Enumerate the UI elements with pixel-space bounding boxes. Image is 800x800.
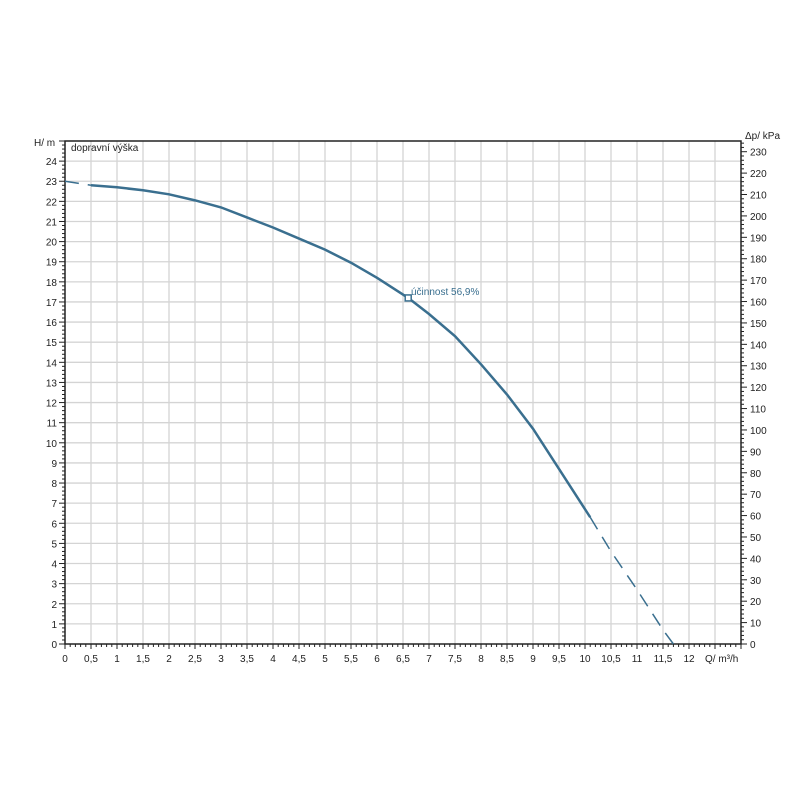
- y2-tick-label: 170: [750, 276, 767, 287]
- x-tick-label: 7,5: [448, 654, 462, 665]
- x-tick-label: 6: [374, 654, 380, 665]
- y2-tick-label: 110: [750, 405, 766, 416]
- x-tick-label: 4,5: [292, 654, 306, 665]
- x-tick-label: 9,5: [552, 654, 566, 665]
- y-tick-label: 14: [46, 358, 58, 369]
- y-tick-label: 17: [46, 298, 58, 309]
- x-tick-label: 8: [478, 654, 484, 665]
- y-axis-label: H/ m: [34, 138, 55, 149]
- y-tick-label: 23: [46, 177, 58, 188]
- y2-tick-label: 0: [750, 640, 756, 651]
- y-tick-label: 9: [51, 459, 57, 470]
- curve-extrapolated-start: [64, 180, 92, 187]
- x-tick-label: 2,5: [188, 654, 202, 665]
- y2-axis-label: Δp/ kPa: [745, 131, 780, 142]
- x-tick-label: 1,5: [136, 654, 150, 665]
- y-tick-label: 10: [46, 439, 58, 450]
- axes: 0 0,5 1 1,5 2 2,5 3 3,5 4 4,5 5 5,5 6 6,5 7 7,5 8 8,5 9 9,5…: [46, 140, 767, 665]
- y2-tick-label: 60: [750, 512, 762, 523]
- y-tick-label: 19: [46, 258, 58, 269]
- y-tick-label: 22: [46, 197, 58, 208]
- grid: [65, 141, 741, 644]
- y2-tick-label: 40: [750, 554, 762, 565]
- x-tick-label: 5,5: [344, 654, 358, 665]
- y2-tick-label: 130: [750, 362, 767, 373]
- y2-tick-label: 190: [750, 233, 767, 244]
- y2-tick-label: 10: [750, 619, 762, 630]
- x-tick-label: 11,5: [654, 654, 673, 665]
- y-tick-label: 16: [46, 318, 58, 329]
- y-tick-label: 5: [51, 539, 57, 550]
- y2-tick-label: 220: [750, 169, 767, 180]
- y-tick-label: 15: [46, 338, 58, 349]
- y2-tick-label: 30: [750, 576, 762, 587]
- y-tick-label: 8: [51, 479, 57, 490]
- y2-tick-label: 120: [750, 383, 767, 394]
- y2-tick-label: 70: [750, 490, 762, 501]
- y2-tick-label: 230: [750, 148, 767, 159]
- chart-title: dopravní výška: [71, 143, 139, 154]
- y2-tick-label: 50: [750, 533, 762, 544]
- x-tick-label: 4: [270, 654, 276, 665]
- x-axis-label: Q/ m³/h: [705, 654, 738, 665]
- x-tick-label: 3,5: [240, 654, 254, 665]
- x-tick-label: 10,5: [601, 654, 621, 665]
- y-tick-label: 13: [46, 378, 58, 389]
- y2-tick-label: 20: [750, 597, 762, 608]
- curve: [64, 180, 675, 645]
- x-tick-label: 11: [632, 654, 643, 665]
- y-tick-label: 12: [46, 399, 58, 410]
- efficiency-annotation: účinnost 56,9%: [411, 287, 479, 298]
- x-tick-label: 10: [579, 654, 591, 665]
- curve-operating-range: [90, 184, 592, 518]
- x-tick-label: 8,5: [500, 654, 514, 665]
- y-tick-label: 11: [47, 419, 58, 430]
- y-tick-label: 0: [51, 640, 57, 651]
- y-tick-label: 24: [46, 157, 58, 168]
- x-tick-label: 0: [62, 654, 68, 665]
- y2-tick-label: 100: [750, 426, 767, 437]
- y2-tick-label: 180: [750, 255, 767, 266]
- x-tick-label: 5: [322, 654, 328, 665]
- x-tick-label: 7: [426, 654, 432, 665]
- x-tick-label: 0,5: [84, 654, 98, 665]
- y2-tick-label: 200: [750, 212, 767, 223]
- x-tick-label: 3: [218, 654, 224, 665]
- y2-tick-label: 210: [750, 191, 767, 202]
- y2-tick-label: 90: [750, 447, 762, 458]
- y-tick-label: 2: [51, 600, 57, 611]
- x-tick-label: 2: [166, 654, 172, 665]
- y2-tick-label: 150: [750, 319, 767, 330]
- y2-tick-label: 140: [750, 340, 767, 351]
- y-tick-label: 18: [46, 278, 58, 289]
- x-tick-label: 6,5: [396, 654, 410, 665]
- y-tick-label: 7: [51, 499, 57, 510]
- x-tick-label: 1: [114, 654, 120, 665]
- x-tick-label: 9: [530, 654, 536, 665]
- y-tick-label: 6: [51, 519, 57, 530]
- y2-tick-label: 80: [750, 469, 762, 480]
- curve-extrapolated-end: [589, 516, 675, 645]
- y-tick-label: 3: [51, 580, 57, 591]
- y-tick-label: 4: [51, 560, 57, 571]
- y2-tick-label: 160: [750, 298, 767, 309]
- y-tick-label: 21: [46, 217, 58, 228]
- y-tick-label: 1: [51, 620, 57, 631]
- efficiency-marker: [404, 294, 412, 302]
- x-tick-label: 12: [683, 654, 695, 665]
- y-tick-label: 20: [46, 238, 58, 249]
